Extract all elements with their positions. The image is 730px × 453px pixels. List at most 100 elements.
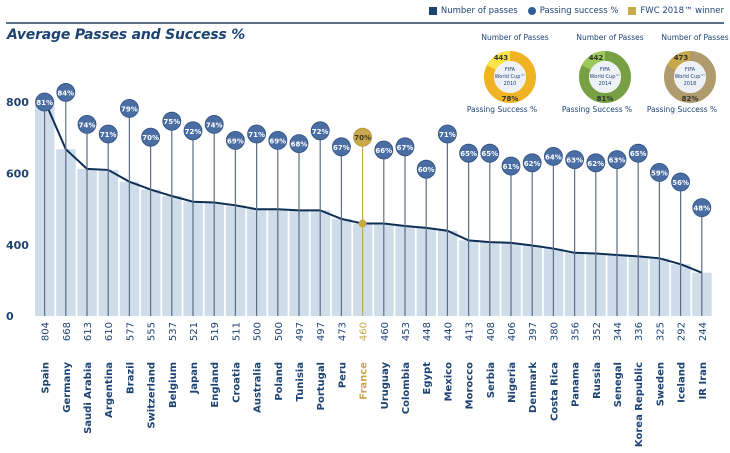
success-label: 71% [439, 131, 456, 139]
value-label: 380 [549, 322, 560, 341]
value-label: 537 [168, 322, 179, 341]
category-label: Spain [41, 362, 52, 394]
inset-donut-bottom-label: Passing Success % [562, 105, 632, 114]
value-label: 336 [634, 322, 645, 341]
success-label: 67% [397, 144, 414, 152]
success-bubble [480, 143, 500, 163]
value-label: 460 [359, 322, 370, 341]
value-label: 500 [253, 322, 264, 341]
inset-donut-center-text: FIFA [685, 67, 696, 73]
category-label: Korea Republic [634, 362, 645, 447]
category-label: Belgium [168, 362, 179, 408]
success-bubble [56, 83, 76, 102]
value-label: 453 [401, 322, 412, 341]
inset-donut-top-label: Number of Passes [481, 33, 548, 42]
success-bubble [247, 124, 267, 144]
success-bubble [204, 115, 224, 134]
value-label: 497 [295, 322, 306, 341]
success-label: 72% [312, 128, 329, 136]
success-label: 65% [460, 150, 477, 158]
inset-donut-center [589, 61, 621, 93]
value-label: 473 [337, 322, 348, 341]
y-tick-label: 800 [6, 96, 29, 109]
category-label: Peru [337, 362, 348, 388]
inset-donut-success: 81% [597, 95, 614, 103]
category-label: Poland [274, 362, 285, 401]
success-label: 74% [79, 121, 96, 129]
category-label: England [210, 362, 221, 408]
inset-donut-center-text: 2010 [504, 81, 517, 87]
legend-item-passes: Number of passes [428, 6, 518, 16]
success-bubble [77, 115, 97, 134]
success-label: 69% [227, 137, 244, 145]
success-label: 62% [587, 160, 604, 168]
value-label: 292 [677, 322, 688, 341]
category-label: Saudi Arabia [83, 362, 94, 434]
value-label: 610 [104, 322, 115, 341]
category-label: Russia [592, 362, 603, 399]
y-tick-label: 400 [6, 239, 29, 252]
success-bubble [310, 121, 330, 141]
category-label: Brazil [125, 362, 136, 394]
category-label: France [359, 362, 370, 400]
category-label: Nigeria [507, 362, 518, 403]
success-label: 72% [185, 128, 202, 136]
legend-swatch-passes [428, 7, 437, 15]
winner-marker [358, 219, 367, 228]
value-label: 448 [422, 322, 433, 341]
inset-donut-top-label: Number of Passes [576, 33, 643, 42]
success-bubble [183, 121, 203, 141]
inset-donut-segment [666, 51, 691, 71]
legend-swatch-winner [628, 7, 637, 15]
success-bubble [141, 127, 161, 147]
value-label: 406 [507, 322, 518, 341]
success-label: 65% [481, 150, 498, 158]
inset-donut-passes: 443 [494, 54, 509, 62]
inset-donut-passes: 442 [589, 54, 604, 62]
success-bubble [671, 172, 690, 192]
value-label: 440 [443, 322, 454, 341]
inset-donut-center-text: World Cup™ [495, 74, 526, 80]
success-bubble [650, 162, 669, 182]
category-label: Japan [189, 362, 200, 395]
legend-item-success: Passing success % [527, 6, 618, 16]
inset-donut-center-text: World Cup™ [590, 74, 621, 80]
success-label: 48% [693, 205, 710, 213]
chart-title: Average Passes and Success % [7, 27, 246, 43]
legend: Number of passes Passing success % FWC 2… [428, 6, 724, 16]
success-bubble [225, 130, 245, 150]
success-bubble [35, 92, 54, 112]
value-label: 325 [655, 322, 666, 341]
value-label: 555 [147, 322, 158, 341]
category-label: Serbia [486, 362, 497, 398]
category-label: Tunisia [295, 362, 306, 402]
category-label: Iceland [677, 362, 688, 403]
value-label: 244 [698, 322, 709, 341]
legend-label-winner: FWC 2018™ winner [640, 6, 724, 16]
success-label: 71% [248, 131, 265, 139]
category-label: Egypt [422, 362, 433, 395]
success-label: 65% [630, 150, 647, 158]
inset-donut-top-label: Number of Passes [661, 33, 728, 42]
success-label: 71% [100, 131, 117, 139]
success-label: 81% [36, 99, 53, 107]
legend-item-winner: FWC 2018™ winner [628, 6, 724, 16]
success-label: 66% [375, 147, 392, 155]
category-label: Costa Rica [549, 362, 560, 421]
category-label: Sweden [655, 362, 666, 406]
inset-donut-passes: 473 [674, 54, 689, 62]
success-label: 63% [566, 157, 583, 165]
category-label: Croatia [231, 362, 242, 403]
y-tick-label: 0 [6, 310, 14, 323]
value-label: 356 [571, 322, 582, 341]
success-label: 70% [142, 134, 159, 142]
success-bubble [395, 137, 415, 157]
success-bubble [353, 127, 373, 147]
success-label: 70% [354, 134, 371, 142]
success-label: 56% [672, 179, 689, 187]
success-bubble [628, 143, 648, 163]
passes-line [43, 100, 703, 274]
success-bubble [437, 124, 457, 144]
inset-donut-center-text: FIFA [505, 67, 516, 73]
